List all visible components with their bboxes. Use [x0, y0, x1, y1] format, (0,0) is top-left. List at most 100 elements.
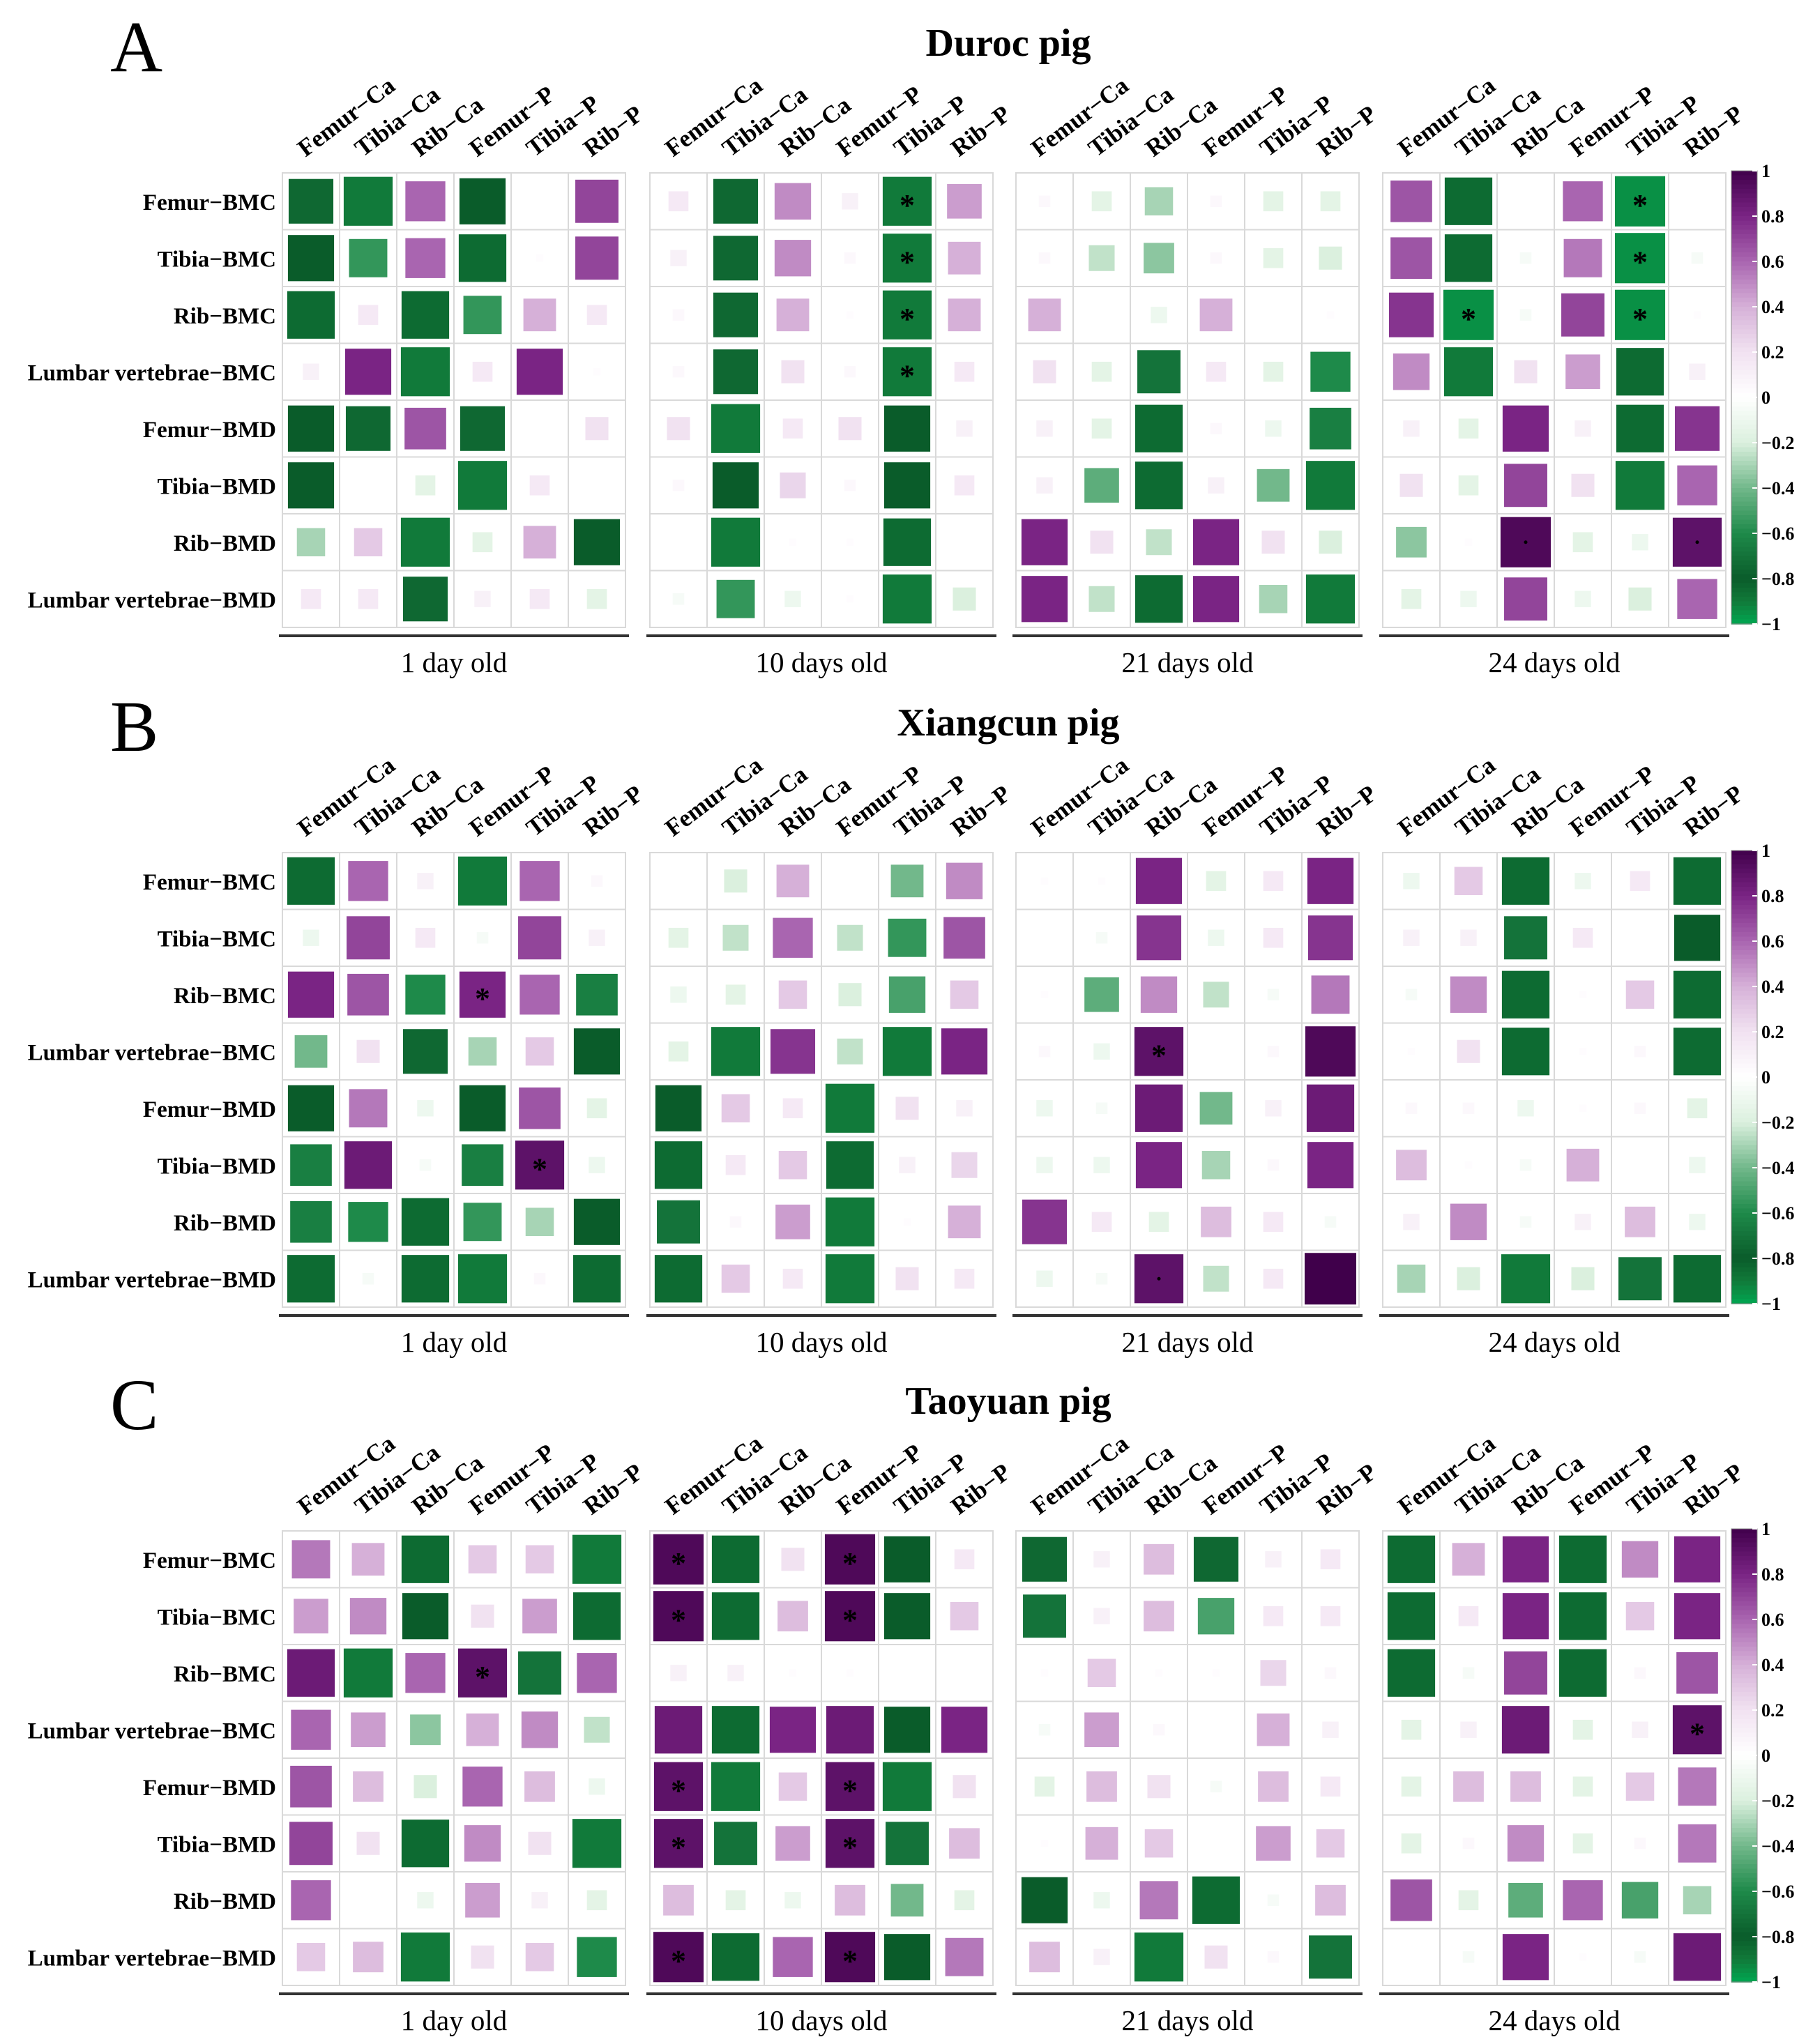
heatmap-square — [1616, 404, 1664, 452]
significance-star: * — [900, 358, 915, 392]
grid-cell — [935, 1249, 994, 1308]
heatmap-square — [670, 250, 687, 266]
heatmap-square — [1310, 407, 1351, 450]
heatmap-square — [1563, 1880, 1603, 1921]
grid-cell — [821, 852, 879, 910]
age-label: 10 days old — [755, 2004, 887, 2036]
panel-C: C Taoyuan pig Femur−BMC Tibia−BMC Rib−BMC Lum… — [28, 1365, 1795, 2036]
heatmap-square — [1403, 420, 1420, 437]
heatmap-square — [457, 856, 508, 906]
grid-cell — [1015, 908, 1074, 967]
colorbar-band — [1731, 1131, 1757, 1137]
age-label: 21 days old — [1121, 1326, 1253, 1358]
grid-cell — [1244, 286, 1303, 344]
heatmap-square — [1460, 590, 1477, 607]
heatmap-square — [948, 1205, 981, 1239]
heatmap-square — [1396, 526, 1427, 558]
colorbar-band — [1731, 927, 1757, 933]
heatmap-square — [1689, 363, 1706, 380]
heatmap-square — [782, 418, 803, 439]
heatmap-square — [1095, 931, 1108, 944]
colorbar-band — [1731, 959, 1757, 965]
heatmap-square — [1634, 1951, 1646, 1963]
heatmap-square — [1319, 246, 1342, 270]
heatmap-square — [1621, 1541, 1659, 1578]
colorbar-band — [1731, 1276, 1757, 1282]
heatmap-square — [1517, 1100, 1534, 1117]
heatmap-square — [1504, 577, 1547, 621]
significance-dot — [1157, 1276, 1161, 1281]
heatmap-square — [1084, 1712, 1119, 1748]
heatmap-square — [1579, 1048, 1587, 1055]
colorbar-band — [1731, 1868, 1757, 1874]
heatmap-square — [776, 864, 810, 898]
colorbar-band — [1731, 869, 1757, 874]
colorbar-band — [1731, 1583, 1757, 1589]
heatmap-square — [459, 1085, 506, 1131]
heatmap-square — [1618, 1257, 1662, 1301]
heatmap-square — [356, 1039, 380, 1063]
colorbar-band — [1731, 1199, 1757, 1205]
heatmap-square — [1144, 1543, 1174, 1575]
heatmap-square — [1307, 857, 1354, 904]
colorbar-band — [1731, 1258, 1757, 1264]
colorbar-band — [1731, 1615, 1757, 1620]
heatmap-square — [1263, 927, 1284, 948]
colorbar-tick-label: −0.2 — [1761, 1113, 1794, 1133]
colorbar-band — [1731, 184, 1757, 190]
colorbar-band — [1731, 565, 1757, 570]
row-label: Femur−BMC — [143, 190, 276, 215]
colorbar-band — [1731, 1063, 1757, 1069]
heatmap-square — [1673, 1028, 1722, 1076]
heatmap-square — [519, 861, 560, 901]
heatmap-square — [1038, 1723, 1051, 1736]
row-label: Rib−BMD — [174, 531, 276, 556]
heatmap-square — [950, 1601, 979, 1631]
panel-letter: C — [110, 1365, 158, 1445]
heatmap-square — [953, 1775, 976, 1799]
significance-star: * — [1632, 245, 1648, 279]
significance-star: * — [671, 1603, 686, 1637]
colorbar-band — [1731, 1141, 1757, 1146]
heatmap-square — [770, 1029, 816, 1074]
heatmap-square — [837, 1038, 863, 1065]
heatmap-square — [518, 916, 561, 960]
heatmap-square — [846, 538, 854, 546]
heatmap-square — [1519, 252, 1532, 264]
grid-cell — [1496, 172, 1555, 231]
heatmap-square — [586, 1098, 607, 1119]
heatmap-square — [462, 1767, 503, 1807]
heatmap-square — [1508, 1882, 1543, 1918]
heatmap-square — [1566, 1148, 1600, 1182]
colorbar-band — [1731, 1950, 1757, 1955]
heatmap-square — [1452, 1543, 1485, 1576]
colorbar-band — [1731, 1624, 1757, 1629]
grid-cell — [1668, 1928, 1727, 1986]
colorbar-band — [1731, 882, 1757, 887]
grid-cell — [1187, 1022, 1245, 1081]
heatmap-square — [888, 976, 926, 1013]
colorbar-band — [1731, 914, 1757, 920]
heatmap-square — [1305, 574, 1356, 624]
heatmap-square — [1572, 1833, 1593, 1854]
heatmap-square — [344, 1141, 393, 1189]
heatmap-square — [1095, 1272, 1108, 1285]
colorbar-band — [1731, 1837, 1757, 1843]
colorbar-band — [1731, 1556, 1757, 1562]
heatmap-square — [1267, 1045, 1280, 1058]
row-label: Lumbar vertebrae−BMC — [28, 360, 276, 386]
grid-cell — [1668, 570, 1727, 628]
heatmap-square — [1464, 1161, 1473, 1169]
heatmap-square — [784, 590, 801, 607]
significance-star: * — [842, 1774, 858, 1808]
colorbar-band — [1731, 1032, 1757, 1037]
heatmap-square — [883, 1934, 931, 1981]
heatmap-square — [838, 983, 862, 1007]
colorbar-band — [1731, 1108, 1757, 1114]
grid-cell — [935, 513, 994, 572]
heatmap-square — [1628, 587, 1652, 611]
heatmap-square — [784, 1892, 801, 1909]
colorbar-band — [1731, 1601, 1757, 1607]
heatmap-square — [1673, 1933, 1722, 1981]
heatmap-square — [1689, 1157, 1706, 1173]
